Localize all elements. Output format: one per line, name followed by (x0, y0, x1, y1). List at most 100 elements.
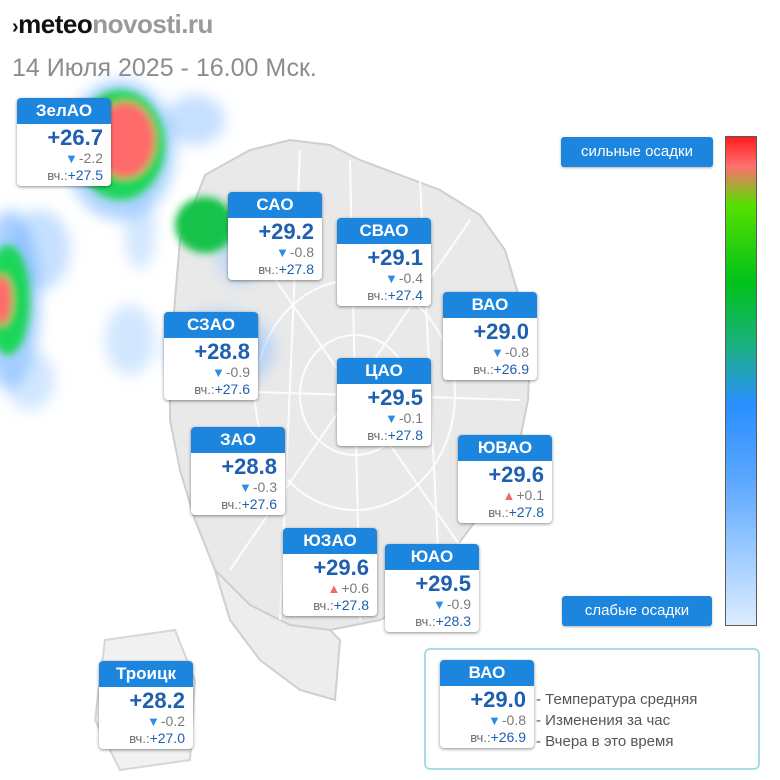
hourly-change: ▲+0.1 (458, 487, 552, 504)
yesterday-label: вч.: (221, 497, 242, 512)
hourly-change-value: -0.3 (252, 479, 277, 495)
hourly-change-value: -0.8 (289, 244, 314, 260)
legend-sample-card: ВАО +29.0 ▼-0.8 вч.:+26.9 (440, 660, 534, 748)
yesterday-temp: вч.:+27.8 (283, 597, 377, 616)
district-card-yuvao[interactable]: ЮВАО +29.6 ▲+0.1 вч.:+27.8 (458, 435, 552, 523)
temperature-average: +28.8 (194, 339, 250, 364)
yesterday-label: вч.: (47, 168, 68, 183)
district-card-sao[interactable]: САО +29.2 ▼-0.8 вч.:+27.8 (228, 192, 322, 280)
trend-down-icon: ▼ (385, 271, 398, 286)
trend-down-icon: ▼ (65, 151, 78, 166)
yesterday-temp: вч.:+27.4 (337, 287, 431, 306)
logo-mark: › (12, 16, 19, 38)
temperature-average: +29.6 (313, 555, 369, 580)
district-name: ЮВАО (458, 435, 552, 461)
district-name: САО (228, 192, 322, 218)
yesterday-value: +27.5 (67, 167, 103, 183)
hourly-change: ▼-0.8 (228, 244, 322, 261)
legend-key-descriptions: - Температура средняя - Изменения за час… (536, 689, 697, 752)
trend-up-icon: ▲ (327, 581, 341, 596)
temperature-average: +29.2 (258, 219, 314, 244)
yesterday-value: +27.8 (508, 504, 544, 520)
new-moscow-area (214, 569, 342, 702)
logo-text-meteo: meteo (18, 9, 93, 39)
district-name: ВАО (440, 660, 534, 686)
district-name: СВАО (337, 218, 431, 244)
district-card-yuzao[interactable]: ЮЗАО +29.6 ▲+0.6 вч.:+27.8 (283, 528, 377, 616)
yesterday-value: +28.3 (435, 613, 471, 629)
yesterday-label: вч.: (473, 362, 494, 377)
logo-text-novosti: novosti.ru (92, 9, 213, 39)
temperature-average: +29.1 (367, 245, 423, 270)
yesterday-label: вч.: (129, 731, 150, 746)
hourly-change: ▼-0.9 (164, 364, 258, 381)
hourly-change-value: -0.8 (504, 344, 529, 360)
temperature-average: +28.2 (129, 688, 185, 713)
hourly-change: ▼-0.3 (191, 479, 285, 496)
hourly-change-value: -0.8 (501, 712, 526, 728)
trend-down-icon: ▼ (488, 713, 501, 728)
trend-down-icon: ▼ (276, 245, 289, 260)
yesterday-temp: вч.:+27.6 (191, 496, 285, 515)
district-card-zelao[interactable]: ЗелАО +26.7 ▼-2.2 вч.:+27.5 (17, 98, 111, 186)
temperature-average: +29.0 (473, 319, 529, 344)
yesterday-label: вч.: (258, 262, 279, 277)
temperature-average: +29.5 (367, 385, 423, 410)
hourly-change-value: -0.4 (398, 270, 423, 286)
district-card-cao[interactable]: ЦАО +29.5 ▼-0.1 вч.:+27.8 (337, 358, 431, 446)
hourly-change-value: -0.9 (446, 596, 471, 612)
yesterday-temp: вч.:+27.0 (99, 730, 193, 749)
key-line-yesterday: - Вчера в это время (536, 733, 674, 750)
yesterday-temp: вч.:+28.3 (385, 613, 479, 632)
yesterday-value: +27.8 (387, 427, 423, 443)
yesterday-temp: вч.:+26.9 (443, 361, 537, 380)
hourly-change: ▼-0.1 (337, 410, 431, 427)
yesterday-value: +26.9 (490, 729, 526, 745)
hourly-change-value: -0.1 (398, 410, 423, 426)
yesterday-value: +27.4 (387, 287, 423, 303)
hourly-change: ▼-0.9 (385, 596, 479, 613)
yesterday-temp: вч.:+27.8 (458, 504, 552, 523)
district-card-yuao[interactable]: ЮАО +29.5 ▼-0.9 вч.:+28.3 (385, 544, 479, 632)
yesterday-value: +26.9 (493, 361, 529, 377)
temperature-average: +26.7 (47, 125, 103, 150)
trend-down-icon: ▼ (147, 714, 160, 729)
district-name: ЗАО (191, 427, 285, 453)
hourly-change-value: +0.1 (516, 487, 544, 503)
yesterday-temp: вч.:+26.9 (440, 729, 534, 748)
district-card-zao[interactable]: ЗАО +28.8 ▼-0.3 вч.:+27.6 (191, 427, 285, 515)
hourly-change-value: -0.2 (160, 713, 185, 729)
yesterday-label: вч.: (415, 614, 436, 629)
hourly-change: ▼-0.2 (99, 713, 193, 730)
temperature-average: +29.0 (470, 687, 526, 712)
district-name: ЮАО (385, 544, 479, 570)
yesterday-temp: вч.:+27.6 (164, 381, 258, 400)
hourly-change-value: -0.9 (225, 364, 250, 380)
yesterday-value: +27.6 (214, 381, 250, 397)
site-logo[interactable]: ›meteonovosti.ru (12, 10, 317, 41)
hourly-change: ▼-2.2 (17, 150, 111, 167)
temperature-average: +28.8 (221, 454, 277, 479)
district-card-svao[interactable]: СВАО +29.1 ▼-0.4 вч.:+27.4 (337, 218, 431, 306)
yesterday-value: +27.8 (333, 597, 369, 613)
trend-down-icon: ▼ (385, 411, 398, 426)
yesterday-value: +27.0 (149, 730, 185, 746)
trend-down-icon: ▼ (239, 480, 252, 495)
yesterday-label: вч.: (470, 730, 491, 745)
yesterday-temp: вч.:+27.8 (228, 261, 322, 280)
hourly-change: ▼-0.4 (337, 270, 431, 287)
district-card-vao[interactable]: ВАО +29.0 ▼-0.8 вч.:+26.9 (443, 292, 537, 380)
trend-down-icon: ▼ (433, 597, 446, 612)
district-card-szao[interactable]: СЗАО +28.8 ▼-0.9 вч.:+27.6 (164, 312, 258, 400)
temperature-average: +29.6 (488, 462, 544, 487)
district-name: СЗАО (164, 312, 258, 338)
legend-light-precipitation: слабые осадки (562, 596, 712, 626)
legend-heavy-precipitation: сильные осадки (561, 137, 713, 167)
temperature-average: +29.5 (415, 571, 471, 596)
trend-up-icon: ▲ (502, 488, 516, 503)
district-card-troitsk[interactable]: Троицк +28.2 ▼-0.2 вч.:+27.0 (99, 661, 193, 749)
key-line-hourly-change: - Изменения за час (536, 712, 671, 729)
trend-down-icon: ▼ (212, 365, 225, 380)
yesterday-temp: вч.:+27.8 (337, 427, 431, 446)
yesterday-temp: вч.:+27.5 (17, 167, 111, 186)
